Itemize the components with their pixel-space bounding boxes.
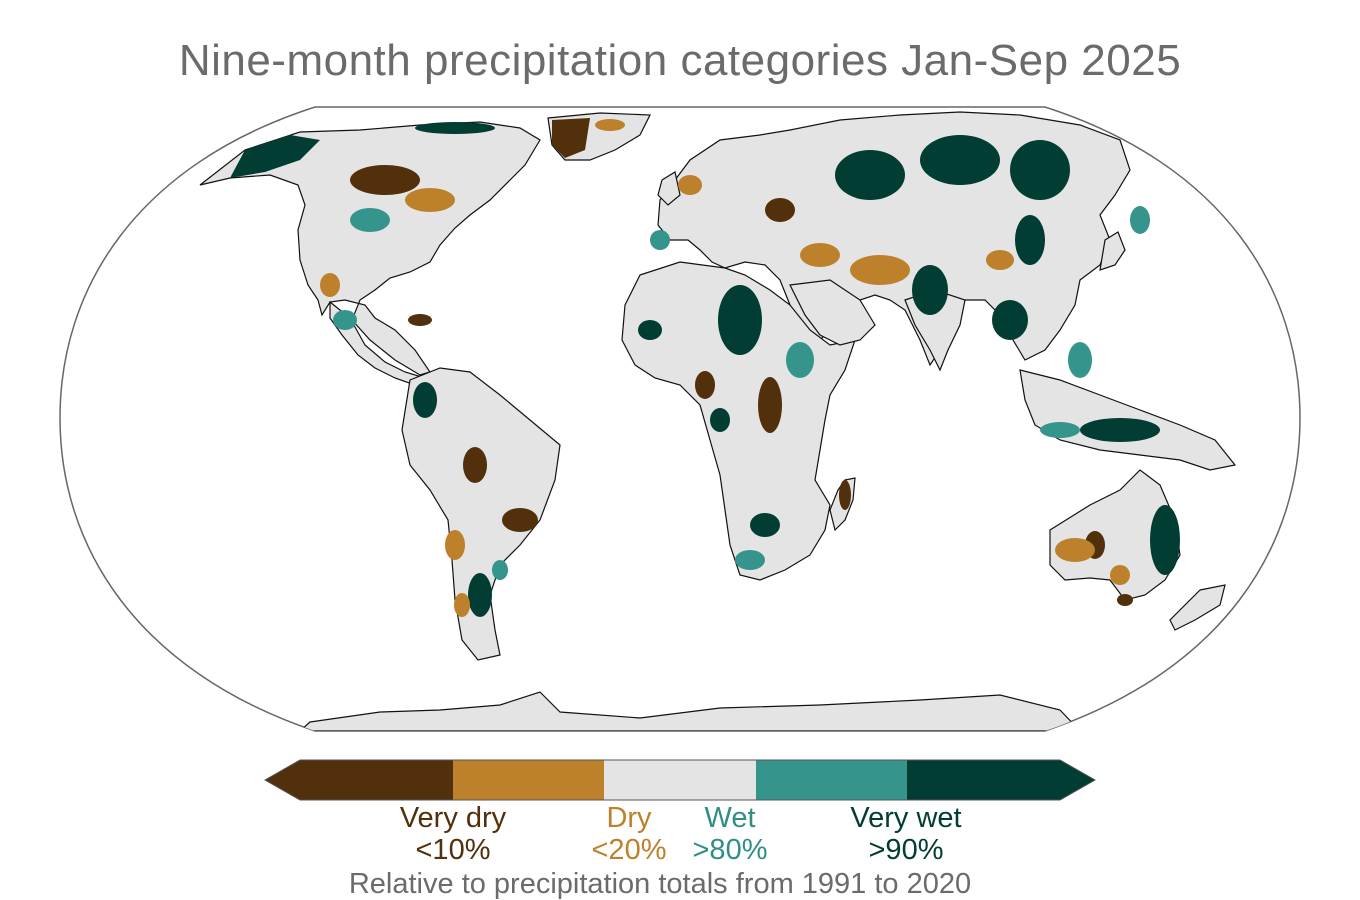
legend-dry: Dry <20% [574,802,684,866]
legend-very-dry: Very dry <10% [373,802,533,866]
british-isles [657,171,681,206]
legend-wet-name: Wet [704,802,756,834]
map-title: Nine-month precipitation categories Jan-… [178,36,1182,85]
legend-wet-threshold: >80% [692,834,768,866]
colorbar-normal [604,760,756,800]
new-zealand [1169,584,1226,631]
colorbar-wet [756,760,907,800]
legend-very-dry-threshold: <10% [415,834,491,866]
colorbar [263,759,1097,801]
north-america [199,121,541,376]
africa [621,261,856,581]
colorbar-dry [453,760,604,800]
legend-very-wet-threshold: >90% [868,834,944,866]
footnote: Relative to precipitation totals from 19… [348,868,972,900]
legend-very-dry-name: Very dry [399,802,507,834]
legend-dry-threshold: <20% [591,834,667,866]
legend-very-wet-name: Very wet [850,802,962,834]
australia [1049,469,1181,601]
very-wet-areas [230,122,1180,617]
colorbar-very-dry [265,760,453,800]
japan [1099,231,1126,271]
colorbar-very-wet [907,760,1095,800]
colorbar-outline [263,759,1097,801]
very-dry-areas [350,118,1133,606]
legend-wet: Wet >80% [675,802,785,866]
arabia [789,279,876,346]
south-america [401,367,561,661]
legend-dry-name: Dry [606,802,652,834]
dry-areas [320,119,1130,617]
legend-very-wet: Very wet >90% [826,802,986,866]
wet-areas [333,206,1150,580]
